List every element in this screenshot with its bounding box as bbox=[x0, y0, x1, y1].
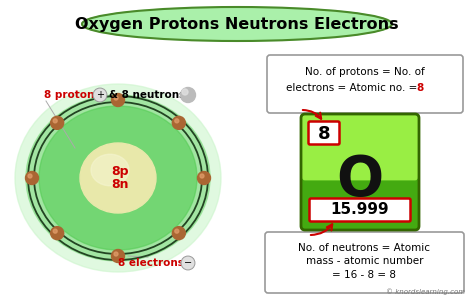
Circle shape bbox=[182, 89, 188, 95]
Text: 8 protons: 8 protons bbox=[44, 90, 100, 100]
Circle shape bbox=[26, 172, 38, 184]
Circle shape bbox=[114, 96, 118, 100]
Ellipse shape bbox=[82, 7, 392, 41]
Text: 8 electrons: 8 electrons bbox=[118, 258, 184, 268]
Text: 8: 8 bbox=[416, 83, 424, 93]
Text: +: + bbox=[96, 90, 104, 100]
Circle shape bbox=[51, 116, 64, 129]
Text: Oxygen Protons Neutrons Electrons: Oxygen Protons Neutrons Electrons bbox=[75, 16, 399, 32]
Ellipse shape bbox=[91, 154, 129, 186]
Text: © knordslearning.com: © knordslearning.com bbox=[386, 288, 465, 295]
Circle shape bbox=[53, 119, 57, 123]
FancyBboxPatch shape bbox=[267, 55, 463, 113]
FancyBboxPatch shape bbox=[301, 114, 419, 230]
Circle shape bbox=[181, 88, 195, 103]
Text: & 8 neutrons: & 8 neutrons bbox=[109, 90, 185, 100]
Text: mass - atomic number: mass - atomic number bbox=[306, 256, 423, 266]
Circle shape bbox=[173, 116, 185, 129]
Circle shape bbox=[173, 227, 185, 240]
Circle shape bbox=[28, 174, 32, 178]
Circle shape bbox=[114, 252, 118, 256]
Text: 15.999: 15.999 bbox=[331, 202, 389, 217]
Circle shape bbox=[200, 174, 204, 178]
Ellipse shape bbox=[26, 95, 210, 261]
FancyBboxPatch shape bbox=[310, 199, 410, 221]
FancyBboxPatch shape bbox=[309, 122, 339, 145]
Text: 8p: 8p bbox=[111, 166, 129, 178]
Circle shape bbox=[175, 119, 179, 123]
Circle shape bbox=[111, 94, 125, 106]
Text: 8n: 8n bbox=[111, 178, 129, 191]
Text: No. of neutrons = Atomic: No. of neutrons = Atomic bbox=[299, 243, 430, 253]
Circle shape bbox=[198, 172, 210, 184]
Circle shape bbox=[175, 229, 179, 233]
Circle shape bbox=[53, 229, 57, 233]
Ellipse shape bbox=[80, 143, 156, 213]
FancyBboxPatch shape bbox=[302, 115, 418, 180]
Text: = 16 - 8 = 8: = 16 - 8 = 8 bbox=[332, 270, 396, 280]
Ellipse shape bbox=[15, 84, 221, 272]
FancyBboxPatch shape bbox=[265, 232, 464, 293]
Text: electrons = Atomic no. =: electrons = Atomic no. = bbox=[286, 83, 420, 93]
Text: 8: 8 bbox=[318, 125, 330, 143]
Text: No. of protons = No. of: No. of protons = No. of bbox=[305, 67, 425, 77]
Ellipse shape bbox=[39, 106, 197, 250]
Text: −: − bbox=[184, 258, 192, 268]
Circle shape bbox=[51, 227, 64, 240]
Circle shape bbox=[111, 250, 125, 262]
Text: O: O bbox=[337, 153, 383, 207]
